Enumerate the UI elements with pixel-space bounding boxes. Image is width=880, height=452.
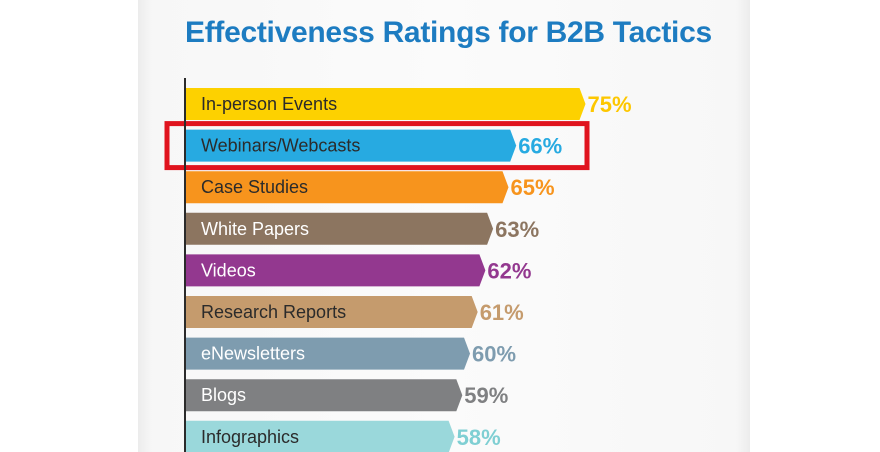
value-label-in-person-events: 75%	[588, 92, 632, 117]
highlight-box	[164, 121, 590, 171]
bar-label-white-papers: White Papers	[201, 219, 309, 239]
bar-research-reports	[185, 296, 478, 328]
value-label-research-reports: 61%	[480, 300, 524, 325]
value-label-enewsletters: 60%	[472, 342, 516, 367]
bar-label-videos: Videos	[201, 260, 256, 280]
bar-case-studies	[185, 171, 509, 204]
bar-label-case-studies: Case Studies	[201, 177, 308, 197]
value-label-white-papers: 63%	[495, 217, 539, 242]
bar-videos	[185, 254, 486, 287]
bar-label-webinars-webcasts: Webinars/Webcasts	[201, 136, 360, 156]
bar-infographics	[185, 420, 455, 452]
value-label-blogs: 59%	[464, 383, 508, 408]
bar-label-enewsletters: eNewsletters	[201, 344, 305, 364]
bar-in-person-events	[185, 88, 586, 120]
value-label-case-studies: 65%	[511, 175, 555, 200]
value-label-videos: 62%	[487, 258, 531, 283]
bar-label-blogs: Blogs	[201, 385, 246, 405]
value-label-webinars-webcasts: 66%	[518, 134, 562, 159]
bar-white-papers	[185, 212, 494, 245]
bar-label-infographics: Infographics	[201, 427, 299, 447]
bar-blogs	[185, 379, 463, 412]
chart-title: Effectiveness Ratings for B2B Tactics	[185, 16, 712, 49]
bar-webinars-webcasts	[185, 129, 517, 162]
value-label-infographics: 58%	[457, 425, 501, 450]
bar-label-research-reports: Research Reports	[201, 302, 346, 322]
bar-label-in-person-events: In-person Events	[201, 94, 337, 114]
bar-enewsletters	[185, 337, 470, 370]
